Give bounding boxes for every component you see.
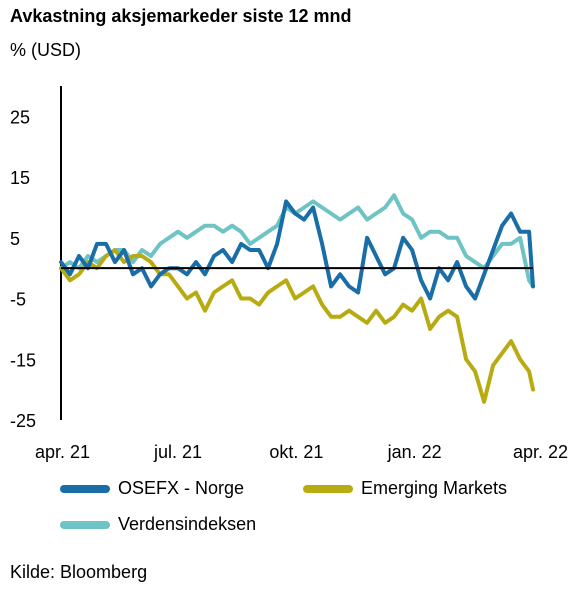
y-tick-label: 15 bbox=[10, 168, 30, 188]
legend-item-world: Verdensindeksen bbox=[60, 514, 256, 535]
legend-label-em: Emerging Markets bbox=[361, 478, 508, 498]
x-tick-label: apr. 22 bbox=[513, 442, 568, 462]
legend-swatch-osefx bbox=[60, 484, 110, 493]
series-line-world bbox=[59, 193, 535, 289]
source-note: Kilde: Bloomberg bbox=[10, 562, 148, 582]
y-tick-label: -25 bbox=[10, 411, 36, 431]
legend-label-world: Verdensindeksen bbox=[118, 514, 257, 534]
legend-swatch-world bbox=[60, 520, 110, 529]
line-chart: 25 15 5 -5 -15 -25 apr. 21 jul. 21 okt. 21 jan. 2… bbox=[10, 86, 568, 462]
series-line-osefx bbox=[59, 199, 535, 301]
y-tick-label: -5 bbox=[10, 290, 26, 310]
y-tick-label: 25 bbox=[10, 107, 30, 127]
legend-item-osefx: OSEFX - Norge bbox=[60, 478, 244, 499]
y-tick-label: 5 bbox=[10, 229, 20, 249]
x-tick-label: okt. 21 bbox=[269, 442, 323, 462]
chart-subtitle: % (USD) bbox=[10, 40, 81, 60]
legend-label-osefx: OSEFX - Norge bbox=[118, 478, 245, 498]
legend-swatch-em bbox=[303, 484, 353, 493]
x-tick-label: jul. 21 bbox=[153, 442, 202, 462]
x-tick-label: jan. 22 bbox=[387, 442, 442, 462]
legend-item-em: Emerging Markets bbox=[303, 478, 507, 499]
chart-title: Avkastning aksjemarkeder siste 12 mnd bbox=[10, 6, 352, 26]
y-tick-label: -15 bbox=[10, 350, 36, 370]
x-tick-label: apr. 21 bbox=[35, 442, 90, 462]
series-line-em bbox=[59, 248, 535, 404]
